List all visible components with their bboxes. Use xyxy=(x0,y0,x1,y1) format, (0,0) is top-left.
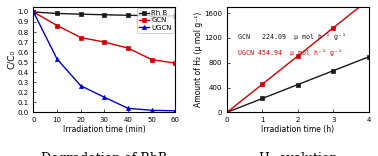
Text: UGCN 454.94  μ mol h⁻¹ g⁻¹: UGCN 454.94 μ mol h⁻¹ g⁻¹ xyxy=(238,49,342,56)
Text: H₂ evolution: H₂ evolution xyxy=(259,152,337,156)
Y-axis label: Amount of H₂ (μ mol g⁻¹): Amount of H₂ (μ mol g⁻¹) xyxy=(194,12,203,107)
UGCN xyxy=(55,58,59,60)
Line: UGCN: UGCN xyxy=(31,10,177,113)
Rh B xyxy=(55,12,59,14)
Legend: Rh B, GCN, UGCN: Rh B, GCN, UGCN xyxy=(137,8,174,33)
UGCN xyxy=(173,110,178,112)
GCN xyxy=(102,41,107,43)
Line: GCN: GCN xyxy=(31,10,177,65)
Text: Degradation of RhB: Degradation of RhB xyxy=(41,152,167,156)
Rh B xyxy=(149,15,154,17)
Rh B xyxy=(126,14,130,16)
Rh B xyxy=(31,11,36,13)
GCN xyxy=(79,37,83,39)
GCN xyxy=(31,11,36,13)
Rh B xyxy=(79,13,83,15)
Y-axis label: C/C₀: C/C₀ xyxy=(7,50,16,69)
Line: Rh B: Rh B xyxy=(31,10,177,18)
Rh B xyxy=(173,15,178,17)
Rh B xyxy=(102,14,107,16)
UGCN xyxy=(31,11,36,13)
Text: GCN   224.09  μ mol h⁻¹ g⁻¹: GCN 224.09 μ mol h⁻¹ g⁻¹ xyxy=(238,33,346,40)
X-axis label: Irradiation time (min): Irradiation time (min) xyxy=(63,125,146,134)
UGCN xyxy=(126,107,130,109)
GCN xyxy=(126,47,130,49)
X-axis label: Irradiation time (h): Irradiation time (h) xyxy=(261,125,335,134)
GCN xyxy=(149,59,154,61)
UGCN xyxy=(102,96,107,98)
UGCN xyxy=(149,109,154,111)
GCN xyxy=(55,25,59,27)
UGCN xyxy=(79,85,83,87)
GCN xyxy=(173,62,178,64)
